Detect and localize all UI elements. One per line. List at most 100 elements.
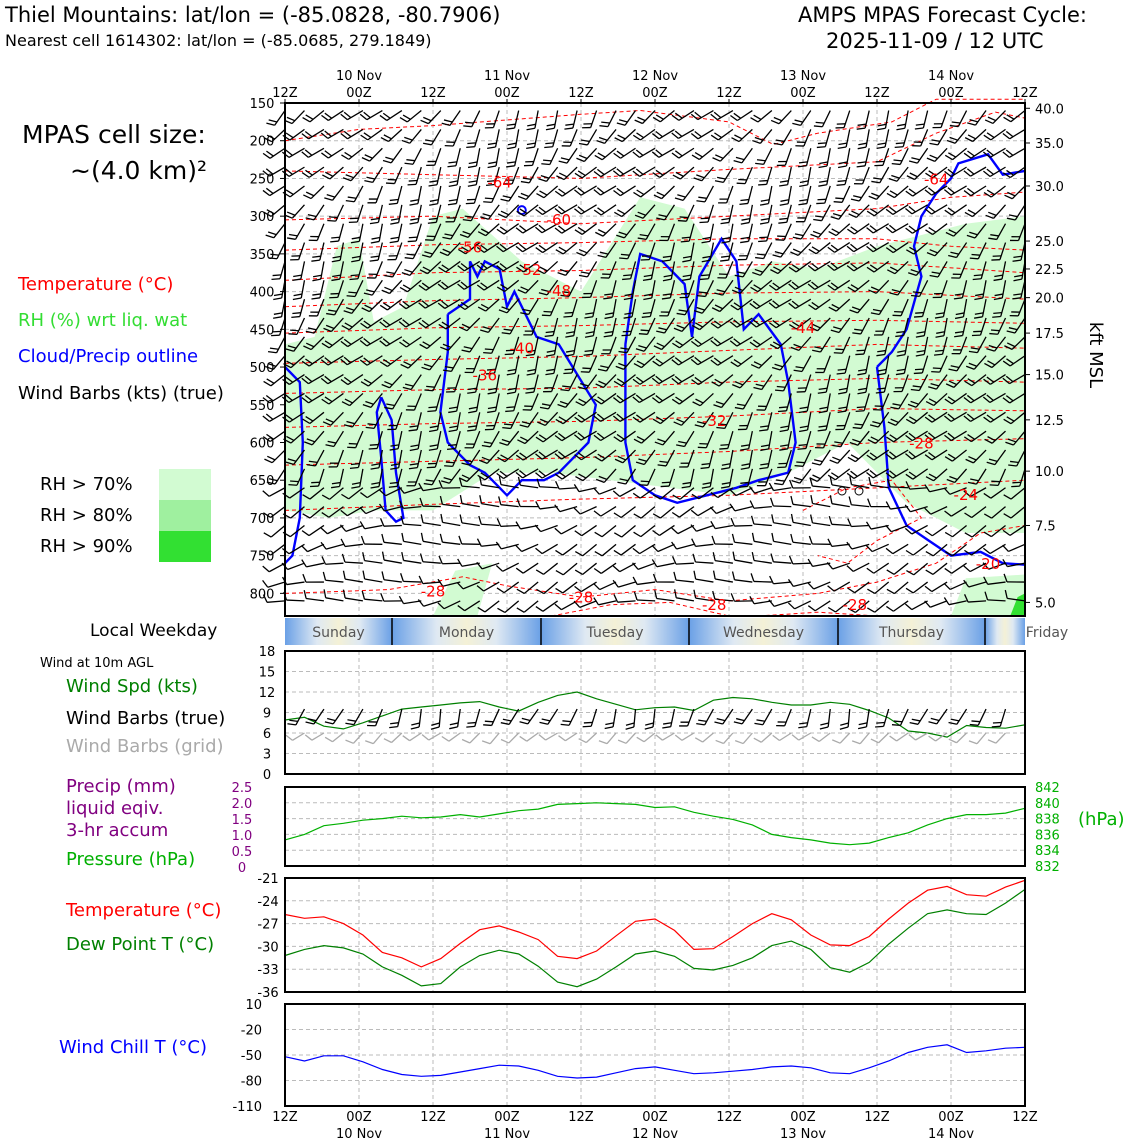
barb-feather	[301, 151, 309, 158]
barb-shaft	[471, 110, 481, 127]
wind-barb	[632, 411, 656, 423]
wind-barb	[908, 261, 929, 277]
wind-barb	[418, 317, 442, 329]
barb-shaft	[523, 260, 539, 273]
barb-shaft	[923, 336, 929, 355]
wind-barb	[535, 501, 558, 510]
barb-feather	[467, 721, 476, 724]
barb-shaft	[327, 374, 344, 385]
barb-feather	[710, 322, 719, 329]
barb-shaft	[367, 128, 383, 141]
wind-barb	[871, 166, 890, 184]
barb-shaft	[779, 355, 792, 371]
barb-feather	[262, 152, 271, 159]
barb-feather	[449, 425, 458, 429]
weekday-label: Sunday	[312, 625, 364, 641]
barb-feather	[655, 114, 664, 120]
barb-feather	[593, 398, 602, 405]
barb-feather	[691, 493, 700, 500]
wind-barb	[594, 524, 617, 538]
barb-feather	[500, 284, 509, 290]
barb-shaft	[345, 578, 363, 583]
wind-barb	[788, 317, 812, 330]
barb-feather	[754, 136, 764, 141]
wind-barb	[701, 223, 715, 244]
wind-barb	[301, 392, 325, 404]
precip-tick-label: 0.5	[232, 845, 253, 860]
barb-feather	[546, 123, 556, 127]
barb-shaft	[837, 449, 851, 464]
barb-feather	[437, 283, 446, 290]
barb-shaft	[864, 148, 870, 166]
wind-barb	[613, 524, 636, 538]
wind-barb	[632, 374, 656, 385]
barb-shaft	[309, 110, 325, 123]
barb-shaft	[430, 129, 442, 146]
wind-barb	[445, 204, 461, 223]
barb-shaft	[778, 110, 792, 125]
barb-feather	[517, 439, 526, 445]
barb-shaft	[546, 166, 559, 182]
wind-barb	[699, 261, 715, 281]
wind-barb	[457, 298, 481, 311]
barb-feather	[671, 114, 680, 121]
barb-feather	[712, 552, 716, 561]
barb-feather	[681, 236, 691, 239]
barb-feather	[291, 315, 300, 319]
barb-shaft	[661, 185, 675, 200]
bottom-date-label: 10 Nov	[336, 1127, 382, 1140]
barb-feather	[438, 323, 447, 330]
barb-shaft	[643, 336, 656, 352]
wind-barb	[303, 185, 325, 200]
barb-feather	[635, 376, 644, 383]
barb-shaft	[893, 581, 909, 595]
barb-shaft	[709, 468, 715, 487]
barb-feather	[558, 471, 566, 478]
barb-shaft	[601, 147, 617, 161]
wind-barb	[480, 204, 500, 220]
barb-feather	[792, 248, 802, 254]
barb-feather	[560, 388, 569, 392]
barb-feather	[467, 165, 477, 169]
barb-shaft	[389, 279, 403, 294]
barb-feather	[812, 323, 821, 329]
barb-shaft	[755, 317, 773, 328]
wind-barb	[885, 204, 909, 216]
wind-barb	[593, 597, 617, 606]
barb-shaft	[775, 317, 792, 329]
wind-tick-label: 18	[259, 645, 276, 660]
wind-barb	[477, 223, 500, 237]
barb-shaft	[860, 317, 870, 335]
barb-feather	[741, 463, 751, 466]
wind-barb	[409, 185, 422, 206]
barb-feather	[674, 375, 683, 383]
barb-shaft	[416, 412, 422, 430]
barb-shaft	[918, 374, 929, 391]
wind-barb	[613, 392, 636, 404]
wind-barb	[720, 204, 734, 225]
barb-feather	[926, 252, 936, 257]
wind-barb	[730, 593, 753, 602]
barb-feather	[887, 421, 897, 426]
barb-shaft	[562, 411, 578, 425]
barb-shaft	[863, 336, 870, 355]
barb-feather	[740, 240, 749, 244]
barb-feather	[846, 472, 855, 479]
barb-feather	[838, 391, 847, 395]
barb-shaft	[349, 392, 364, 407]
barb-shaft	[296, 317, 306, 335]
wind-barb	[813, 110, 831, 128]
barb-feather	[652, 513, 661, 519]
barb-shaft	[747, 468, 753, 487]
wind-barb	[827, 279, 851, 291]
hpa-tick-label: 800	[250, 587, 275, 602]
barb-feather	[488, 161, 497, 165]
barb-shaft	[626, 336, 637, 354]
barb-shaft	[523, 581, 539, 594]
barb-shaft	[300, 261, 306, 280]
barb-feather	[850, 226, 859, 233]
temperature-tick-label: -27	[257, 918, 278, 933]
wind-barb	[364, 166, 383, 183]
wind-barb	[759, 412, 773, 432]
barb-shaft	[335, 204, 345, 222]
